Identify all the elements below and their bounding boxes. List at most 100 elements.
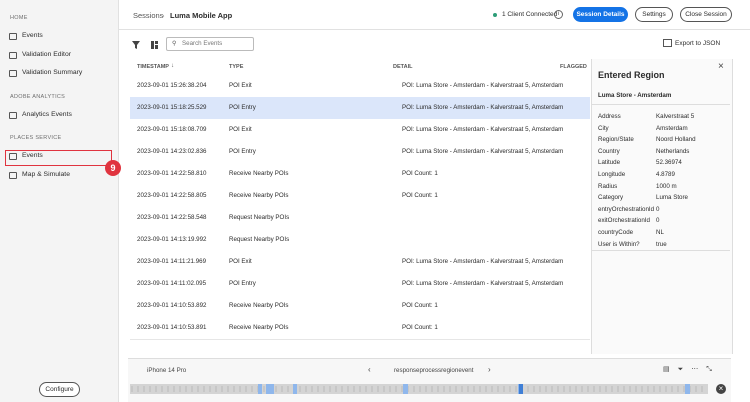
cell-timestamp: 2023-09-01 14:22:58.805 [137, 192, 207, 199]
prev-event[interactable]: ‹ [368, 365, 371, 374]
timeline-mark [258, 384, 262, 394]
panel-divider [592, 104, 730, 105]
table-row[interactable]: 2023-09-01 14:11:21.969 POI Exit POI: Luma… [130, 251, 590, 274]
property-key: Longitude [598, 171, 626, 178]
cell-timestamp: 2023-09-01 14:13:19.992 [137, 236, 207, 243]
table-row[interactable]: 2023-09-01 14:23:02.836 POI Entry POI: Lum… [130, 141, 590, 164]
panel-subtitle: Luma Store - Amsterdam [598, 92, 672, 99]
cell-type: POI Exit [229, 82, 252, 89]
property-value: 0 [656, 217, 660, 225]
table-row[interactable]: 2023-09-01 15:26:38.204 POI Exit POI: Luma… [130, 75, 590, 98]
nav-item[interactable]: Map & Simulate [22, 170, 70, 178]
property-value: 4.8789 [656, 171, 675, 178]
cell-timestamp: 2023-09-01 14:23:02.836 [137, 148, 207, 155]
property-key: entryOrchestrationId [598, 205, 655, 213]
cell-detail: POI Count: 1 [402, 170, 438, 177]
property-key: City [598, 124, 609, 132]
divider [118, 29, 750, 30]
toolbar-icons[interactable] [132, 40, 172, 50]
cell-type: POI Exit [229, 258, 252, 265]
timeline-mark [266, 384, 274, 394]
cell-timestamp: 2023-09-01 14:10:53.892 [137, 302, 207, 309]
cell-type: Receive Nearby POIs [229, 192, 289, 199]
cell-detail: POI: Luma Store - Amsterdam - Kalverstra… [402, 126, 564, 133]
property-key: exitOrchestrationId [598, 217, 650, 225]
cell-timestamp: 2023-09-01 15:26:38.204 [137, 82, 207, 89]
table-header [130, 59, 590, 76]
property-value: Luma Store [656, 194, 688, 202]
timeline-controls[interactable]: ▤⏷⋯⤡ [663, 366, 720, 373]
section-title: PLACES SERVICE [10, 135, 62, 141]
timeline-mark [293, 384, 297, 394]
property-value: 0 [656, 205, 660, 213]
table-row[interactable]: 2023-09-01 15:18:08.709 POI Exit POI: Luma… [130, 119, 590, 142]
search-icon: ⚲ [172, 41, 177, 47]
breadcrumb-sep: › [162, 11, 165, 20]
table-row[interactable]: 2023-09-01 15:18:25.529 POI Entry POI: Lum… [130, 97, 590, 120]
cell-type: Receive Nearby POIs [229, 302, 289, 309]
timeline-mark [519, 384, 523, 394]
table-row[interactable]: 2023-09-01 14:13:19.992 Request Nearby PO… [130, 229, 590, 252]
cell-timestamp: 2023-09-01 14:11:02.095 [137, 280, 207, 287]
column-header[interactable]: TIMESTAMP [137, 64, 169, 70]
nav-item[interactable]: Events [22, 32, 43, 39]
sidebar [0, 0, 119, 402]
cell-detail: POI Count: 1 [402, 192, 438, 199]
table-row[interactable]: 2023-09-01 14:22:58.805 Receive Nearby PO… [130, 185, 590, 208]
property-value: 52.36974 [656, 159, 682, 167]
timeline-mark [130, 384, 708, 394]
cell-timestamp: 2023-09-01 15:18:25.529 [137, 104, 207, 111]
table-row[interactable]: 2023-09-01 14:22:58.810 Receive Nearby PO… [130, 163, 590, 186]
cell-detail: POI: Luma Store - Amsterdam - Kalverstra… [402, 148, 564, 155]
cell-type: Receive Nearby POIs [229, 324, 289, 331]
property-key: Latitude [598, 159, 621, 167]
panel-divider [592, 250, 730, 251]
cell-type: Request Nearby POIs [229, 236, 290, 243]
close-session-button[interactable]: Close Session [680, 7, 732, 22]
cell-type: POI Exit [229, 126, 252, 133]
property-key: Radius [598, 182, 618, 190]
column-header[interactable]: DETAIL [393, 64, 413, 70]
nav-icon [9, 70, 17, 77]
export-json[interactable]: Export to JSON [675, 40, 721, 47]
client-status: 1 Client Connected [502, 11, 558, 18]
cell-type: POI Entry [229, 104, 256, 111]
session-details-button[interactable]: Session Details [573, 7, 628, 22]
table-row[interactable]: 2023-09-01 14:22:58.548 Request Nearby PO… [130, 207, 590, 230]
nav-item[interactable]: Validation Editor [22, 50, 71, 58]
cell-timestamp: 2023-09-01 15:18:08.709 [137, 126, 207, 133]
nav-icon [9, 111, 17, 119]
timeline-close[interactable]: × [716, 384, 726, 394]
panel-title: Entered Region [598, 70, 665, 80]
nav-item[interactable]: Analytics Events [22, 110, 72, 118]
search-placeholder: Search Events [182, 40, 223, 47]
settings-button[interactable]: Settings [635, 7, 673, 22]
close-panel[interactable]: × [718, 61, 724, 72]
cell-detail: POI: Luma Store - Amsterdam - Kalverstra… [402, 82, 564, 89]
nav-item[interactable]: Events [22, 152, 43, 159]
search-box[interactable] [166, 37, 254, 51]
timeline-mark [403, 384, 408, 394]
property-value: Kalverstraat 5 [656, 113, 695, 120]
table-row[interactable]: 2023-09-01 14:10:53.892 Receive Nearby PO… [130, 295, 590, 318]
nav-item[interactable]: Validation Summary [22, 69, 83, 76]
table-row[interactable]: 2023-09-01 14:10:53.891 Receive Nearby PO… [130, 317, 590, 340]
cell-detail: POI: Luma Store - Amsterdam - Kalverstra… [402, 104, 564, 111]
device-name: iPhone 14 Pro [147, 367, 187, 374]
cell-timestamp: 2023-09-01 14:22:58.548 [137, 214, 207, 221]
cell-timestamp: 2023-09-01 14:11:21.969 [137, 258, 207, 265]
column-header[interactable]: TYPE [229, 64, 244, 70]
info-icon[interactable]: i [554, 10, 563, 19]
breadcrumb[interactable]: Sessions [133, 11, 164, 20]
next-event[interactable]: › [488, 365, 491, 374]
property-value: true [656, 240, 667, 248]
cell-detail: POI: Luma Store - Amsterdam - Kalverstra… [402, 280, 564, 287]
event-name: responseprocessregionevent [394, 367, 474, 374]
nav-icon [9, 171, 17, 179]
column-header[interactable]: FLAGGED [560, 64, 587, 70]
property-value: NL [656, 229, 664, 236]
configure-button[interactable]: Configure [39, 382, 80, 397]
timeline[interactable] [130, 382, 710, 396]
sort-icon[interactable]: ↓ [171, 63, 174, 69]
table-row[interactable]: 2023-09-01 14:11:02.095 POI Entry POI: Lum… [130, 273, 590, 296]
